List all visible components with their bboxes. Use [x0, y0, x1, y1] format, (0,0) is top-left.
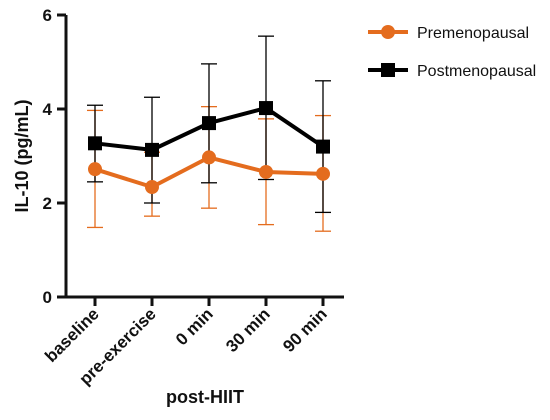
point-premenopausal-3	[259, 164, 273, 179]
legend-item-postmenopausal: Postmenopausal	[368, 63, 536, 80]
y-tick-label-2: 4	[43, 100, 53, 119]
x-tick-label-4: 90 min	[279, 304, 331, 356]
point-postmenopausal-4	[316, 139, 330, 154]
point-premenopausal-4	[316, 166, 330, 181]
point-postmenopausal-2	[202, 116, 216, 131]
point-premenopausal-0	[88, 162, 102, 177]
point-premenopausal-1	[145, 180, 159, 195]
error-bars	[87, 35, 331, 232]
y-tick-label-0: 0	[43, 288, 52, 307]
y-tick-label-1: 2	[43, 194, 52, 213]
point-postmenopausal-1	[145, 142, 159, 157]
x-tick-label-3: 30 min	[222, 304, 274, 356]
point-postmenopausal-3	[259, 101, 273, 116]
y-tick-label-3: 6	[43, 6, 52, 25]
y-axis-title: IL-10 (pg/mL)	[12, 100, 32, 213]
series-markers	[88, 101, 330, 195]
point-premenopausal-2	[202, 150, 216, 165]
legend-label-postmenopausal: Postmenopausal	[417, 63, 536, 80]
x-axis-title: post-HIIT	[166, 387, 244, 407]
legend-label-premenopausal: Premenopausal	[417, 25, 529, 42]
legend-marker-postmenopausal	[381, 63, 395, 77]
legend: Premenopausal Postmenopausal	[368, 25, 536, 80]
x-tick-label-2: 0 min	[172, 304, 217, 349]
legend-marker-premenopausal	[381, 25, 395, 39]
point-postmenopausal-0	[88, 136, 102, 151]
legend-item-premenopausal: Premenopausal	[368, 25, 529, 42]
